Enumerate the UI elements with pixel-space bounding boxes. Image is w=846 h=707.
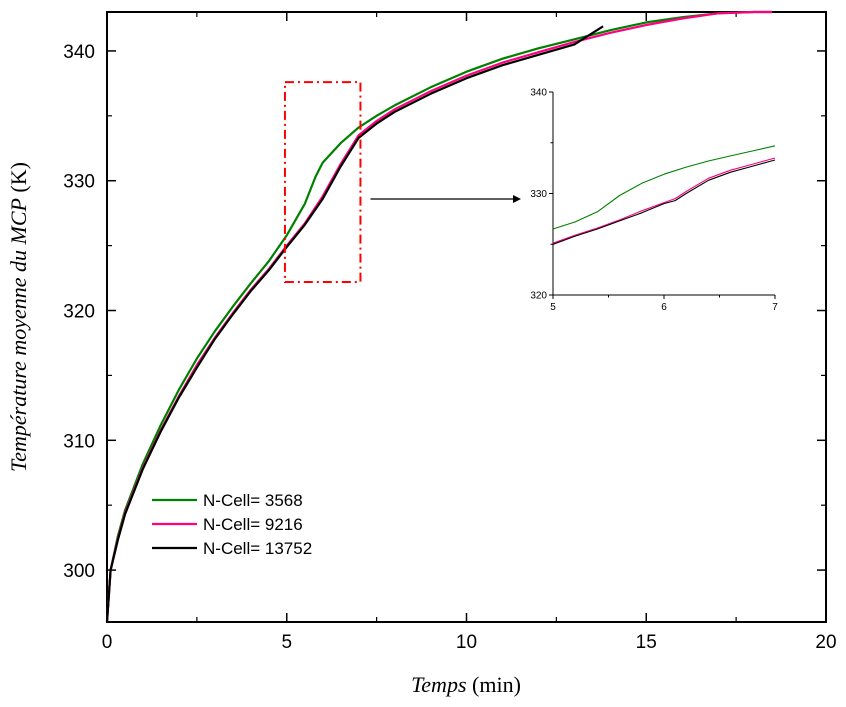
inset-series-line [552, 159, 776, 245]
y-tick-label: 310 [63, 431, 95, 452]
inset-x-tick-label: 6 [661, 302, 667, 313]
x-tick-label: 10 [456, 632, 477, 653]
inset-x-tick-label: 7 [772, 302, 778, 313]
inset-series-line [552, 145, 776, 230]
x-tick-label: 20 [815, 632, 836, 653]
legend-label: N-Cell= 3568 [203, 491, 303, 510]
x-tick-label: 0 [102, 632, 113, 653]
zoom-arrow-head [513, 195, 521, 203]
series-line [105, 25, 604, 623]
inset-plot: 5 6 7 320 330 340 [530, 88, 778, 314]
zoom-region-box [283, 81, 362, 283]
inset-y-tick-label: 340 [530, 88, 547, 99]
y-axis-title: Température moyenne du MCP (K) [6, 162, 31, 472]
legend: N-Cell= 3568 N-Cell= 9216 N-Cell= 13752 [152, 491, 312, 558]
zoom-layer [283, 81, 521, 283]
inset-series-line [552, 157, 776, 244]
axes-layer: 0 5 10 15 20 300 310 320 330 340 [63, 12, 837, 653]
inset-x-tick-label: 5 [550, 302, 556, 313]
legend-label: N-Cell= 13752 [203, 539, 312, 558]
x-axis-title: Temps (min) [411, 672, 521, 697]
inset-y-tick-label: 320 [530, 291, 547, 302]
x-tick-label: 5 [281, 632, 292, 653]
inset-y-tick-label: 330 [530, 189, 547, 200]
legend-label: N-Cell= 9216 [203, 515, 303, 534]
y-tick-label: 300 [63, 561, 95, 582]
series-layer [105, 10, 773, 623]
y-tick-label: 320 [63, 302, 95, 323]
y-tick-label: 340 [63, 42, 95, 63]
x-tick-label: 15 [636, 632, 657, 653]
series-line [105, 10, 773, 623]
y-tick-label: 330 [63, 172, 95, 193]
